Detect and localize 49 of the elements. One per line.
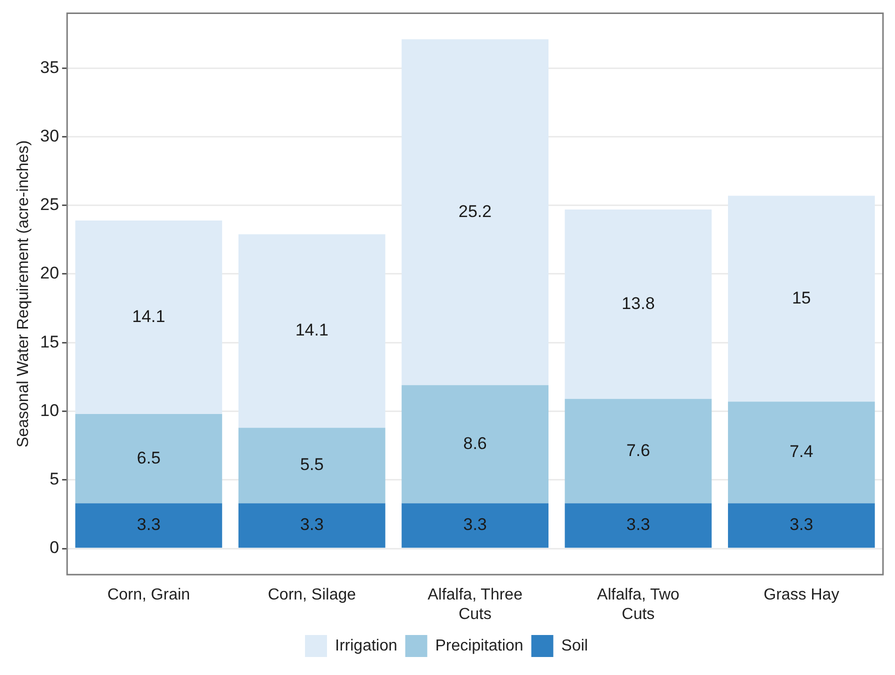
category-label: Cuts xyxy=(458,606,492,623)
category-label: Cuts xyxy=(622,606,655,623)
bar xyxy=(402,385,548,504)
bar xyxy=(402,39,548,386)
bar xyxy=(75,220,222,414)
data-label: 7.6 xyxy=(626,440,650,460)
category-label: Alfalfa, Two xyxy=(597,586,680,604)
y-tick-label: 0 xyxy=(50,538,60,558)
bar xyxy=(75,503,222,548)
data-label: 3.3 xyxy=(463,515,487,534)
bar xyxy=(728,503,875,548)
bar xyxy=(402,503,548,548)
data-label: 13.8 xyxy=(622,294,655,313)
y-tick-label: 15 xyxy=(40,332,60,352)
bar xyxy=(564,503,712,548)
legend-label: Irrigation xyxy=(335,637,398,654)
bar xyxy=(238,503,386,548)
data-label: 25.2 xyxy=(458,202,492,221)
data-label: 3.3 xyxy=(136,515,161,534)
y-tick-label: 5 xyxy=(50,470,60,489)
y-axis-title: Seasonal Water Requirement (acre-inches) xyxy=(15,140,32,448)
bar xyxy=(75,414,222,504)
data-label: 7.4 xyxy=(790,442,814,462)
data-label: 3.3 xyxy=(790,515,814,534)
category-label: Grass Hay xyxy=(764,586,840,604)
y-tick-label: 20 xyxy=(40,264,60,283)
data-label: 8.6 xyxy=(463,434,487,453)
bar xyxy=(564,398,712,504)
bar xyxy=(238,428,386,504)
data-label: 5.5 xyxy=(300,455,324,474)
bar xyxy=(728,402,875,504)
bar xyxy=(238,234,386,428)
data-label: 14.1 xyxy=(132,306,166,326)
data-label: 14.1 xyxy=(295,320,328,340)
y-tick-label: 25 xyxy=(40,195,60,214)
bar xyxy=(728,196,875,402)
data-label: 15 xyxy=(792,288,811,308)
category-label: Corn, Grain xyxy=(107,586,190,604)
y-tick-label: 30 xyxy=(40,126,60,146)
y-tick-label: 35 xyxy=(40,58,60,77)
y-tick-label: 10 xyxy=(40,400,60,420)
bar xyxy=(564,209,712,399)
data-label: 6.5 xyxy=(136,448,161,468)
data-label: 3.3 xyxy=(300,515,324,534)
legend-label: Soil xyxy=(561,637,588,654)
category-label: Alfalfa, Three xyxy=(428,586,522,604)
legend-label: Precipitation xyxy=(435,637,524,654)
category-label: Corn, Silage xyxy=(268,586,356,604)
data-label: 3.3 xyxy=(626,515,650,534)
